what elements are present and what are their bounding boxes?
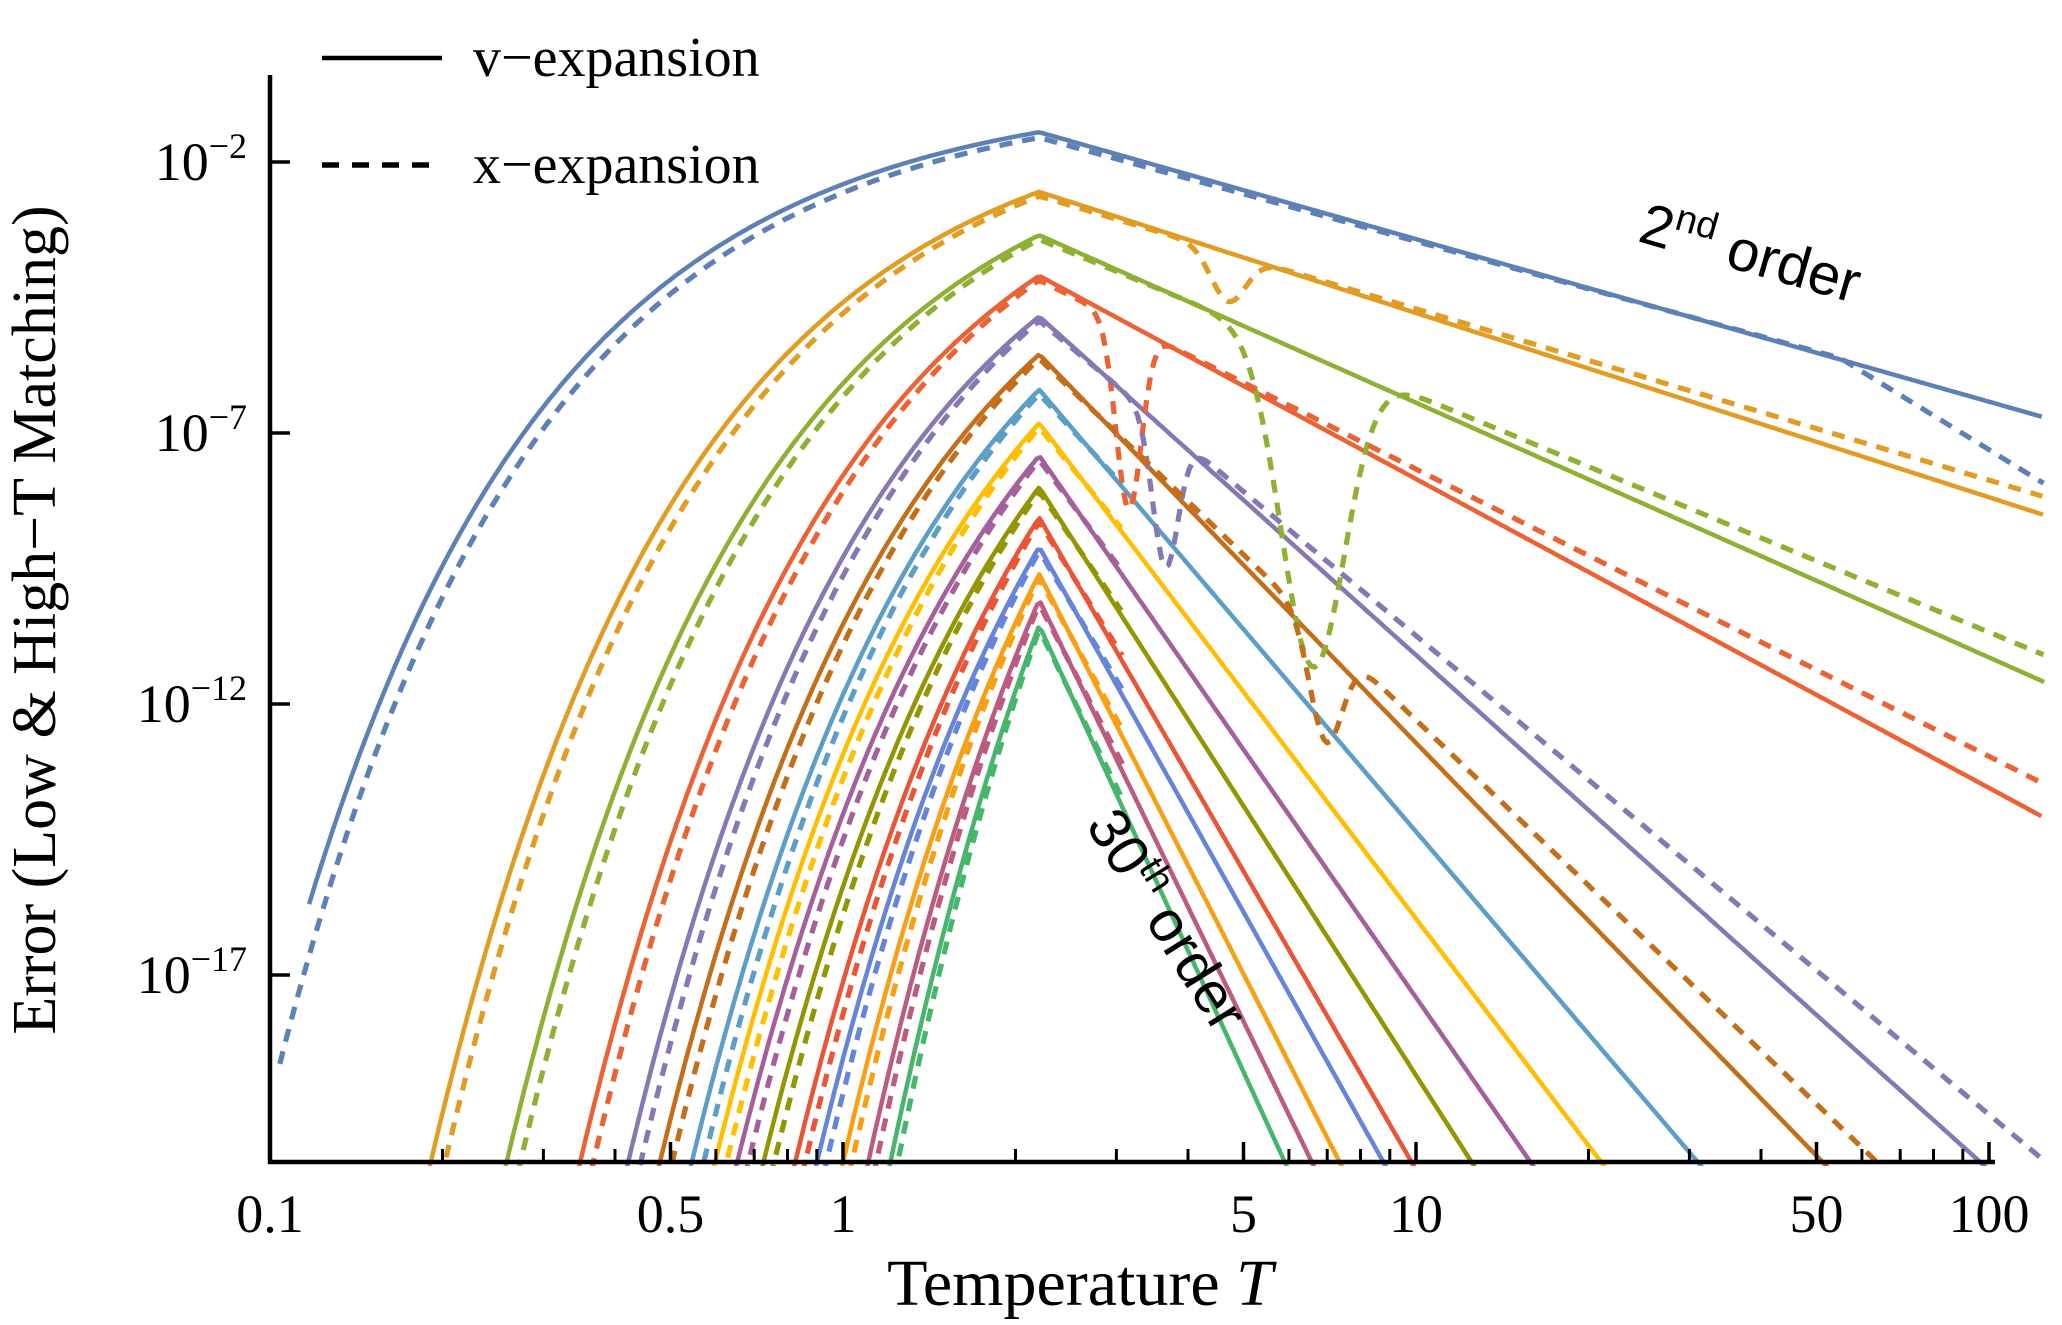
curve-v-expansion-order-28 [865, 600, 1317, 1166]
y-tick-label: 10−12 [137, 668, 247, 734]
curve-v-expansion-order-8 [576, 274, 2043, 1166]
y-tick-label: 10−17 [137, 939, 247, 1005]
curve-v-expansion-order-22 [791, 516, 1417, 1166]
curve-x-expansion-order-16 [723, 425, 1124, 1166]
y-axis-title: Error (Low & High−T Matching) [1, 205, 69, 1034]
curve-v-expansion-order-24 [813, 547, 1389, 1166]
y-tick-base: 10 [137, 945, 191, 1005]
y-tick-base: 10 [137, 674, 191, 734]
y-tick-label: 10−7 [155, 397, 247, 463]
curve-x-expansion-order-18 [744, 459, 1125, 1166]
annotation-30th-order: 30th order [1074, 796, 1263, 1042]
curve-x-expansion-order-12 [668, 356, 1885, 1166]
curve-v-expansion-order-2 [306, 130, 2043, 905]
curve-x-expansion-order-10 [637, 319, 2044, 1166]
legend-item-v-expansion: v−expansion [322, 27, 760, 89]
curve-x-expansion-order-26 [848, 576, 1125, 1166]
x-tick-labels: 0.1 0.5 1 5 10 50 100 [236, 1184, 2029, 1244]
x-axis-title: Temperature T [887, 1247, 1277, 1320]
x-axis-title-word: Temperature [887, 1247, 1236, 1320]
curve-x-expansion-order-30 [894, 629, 1127, 1166]
curve-x-expansion-order-20 [770, 489, 1124, 1166]
x-tick-label: 1 [830, 1184, 857, 1244]
curve-v-expansion-order-4 [427, 189, 2044, 1166]
curve-x-expansion-order-2 [277, 135, 2045, 1065]
y-tick-exponent: −7 [209, 397, 247, 437]
curve-v-expansion-order-18 [733, 455, 1536, 1166]
legend-label-x-expansion: x−expansion [473, 134, 760, 196]
y-tick-exponent: −2 [209, 126, 247, 166]
curve-v-expansion-order-14 [688, 387, 1704, 1166]
legend-label-v-expansion: v−expansion [473, 27, 760, 89]
annotation-2nd-order: 2nd order [1633, 188, 1869, 316]
x-axis-title-variable: T [1236, 1247, 1277, 1320]
curve-x-expansion-order-28 [872, 604, 1126, 1166]
curve-v-expansion-order-6 [503, 233, 2046, 1166]
annotation-order-word: order [1704, 211, 1868, 315]
x-tick-label: 50 [1790, 1184, 1844, 1244]
legend: v−expansion x−expansion [322, 27, 760, 196]
y-tick-label: 10−2 [155, 126, 247, 192]
curve-x-expansion-order-8 [589, 278, 2043, 1166]
x-tick-label: 100 [1949, 1184, 2030, 1244]
plot-axes [267, 75, 1995, 1165]
curve-v-expansion-order-30 [887, 625, 1290, 1166]
y-tick-base: 10 [155, 403, 209, 463]
y-tick-exponent: −17 [191, 939, 247, 979]
x-tick-label: 0.5 [637, 1184, 705, 1244]
curves-layer [277, 130, 2046, 1166]
x-tick-label: 5 [1230, 1184, 1257, 1244]
curve-v-expansion-order-16 [711, 421, 1607, 1166]
curve-x-expansion-order-14 [700, 391, 1124, 1166]
curve-x-expansion-order-22 [801, 520, 1125, 1166]
curve-v-expansion-order-10 [624, 315, 1988, 1166]
curve-x-expansion-order-24 [822, 551, 1126, 1166]
legend-item-x-expansion: x−expansion [322, 134, 760, 196]
y-tick-exponent: −12 [191, 668, 247, 708]
curve-x-expansion-order-4 [441, 193, 2044, 1166]
y-axis-ticks [270, 160, 290, 977]
x-axis-ticks [268, 1142, 1991, 1162]
x-tick-label: 10 [1389, 1184, 1443, 1244]
x-tick-label: 0.1 [236, 1184, 304, 1244]
curve-v-expansion-order-12 [656, 352, 1830, 1166]
curve-v-expansion-order-20 [760, 485, 1477, 1166]
y-tick-base: 10 [155, 132, 209, 192]
curve-x-expansion-order-6 [516, 237, 2045, 1166]
